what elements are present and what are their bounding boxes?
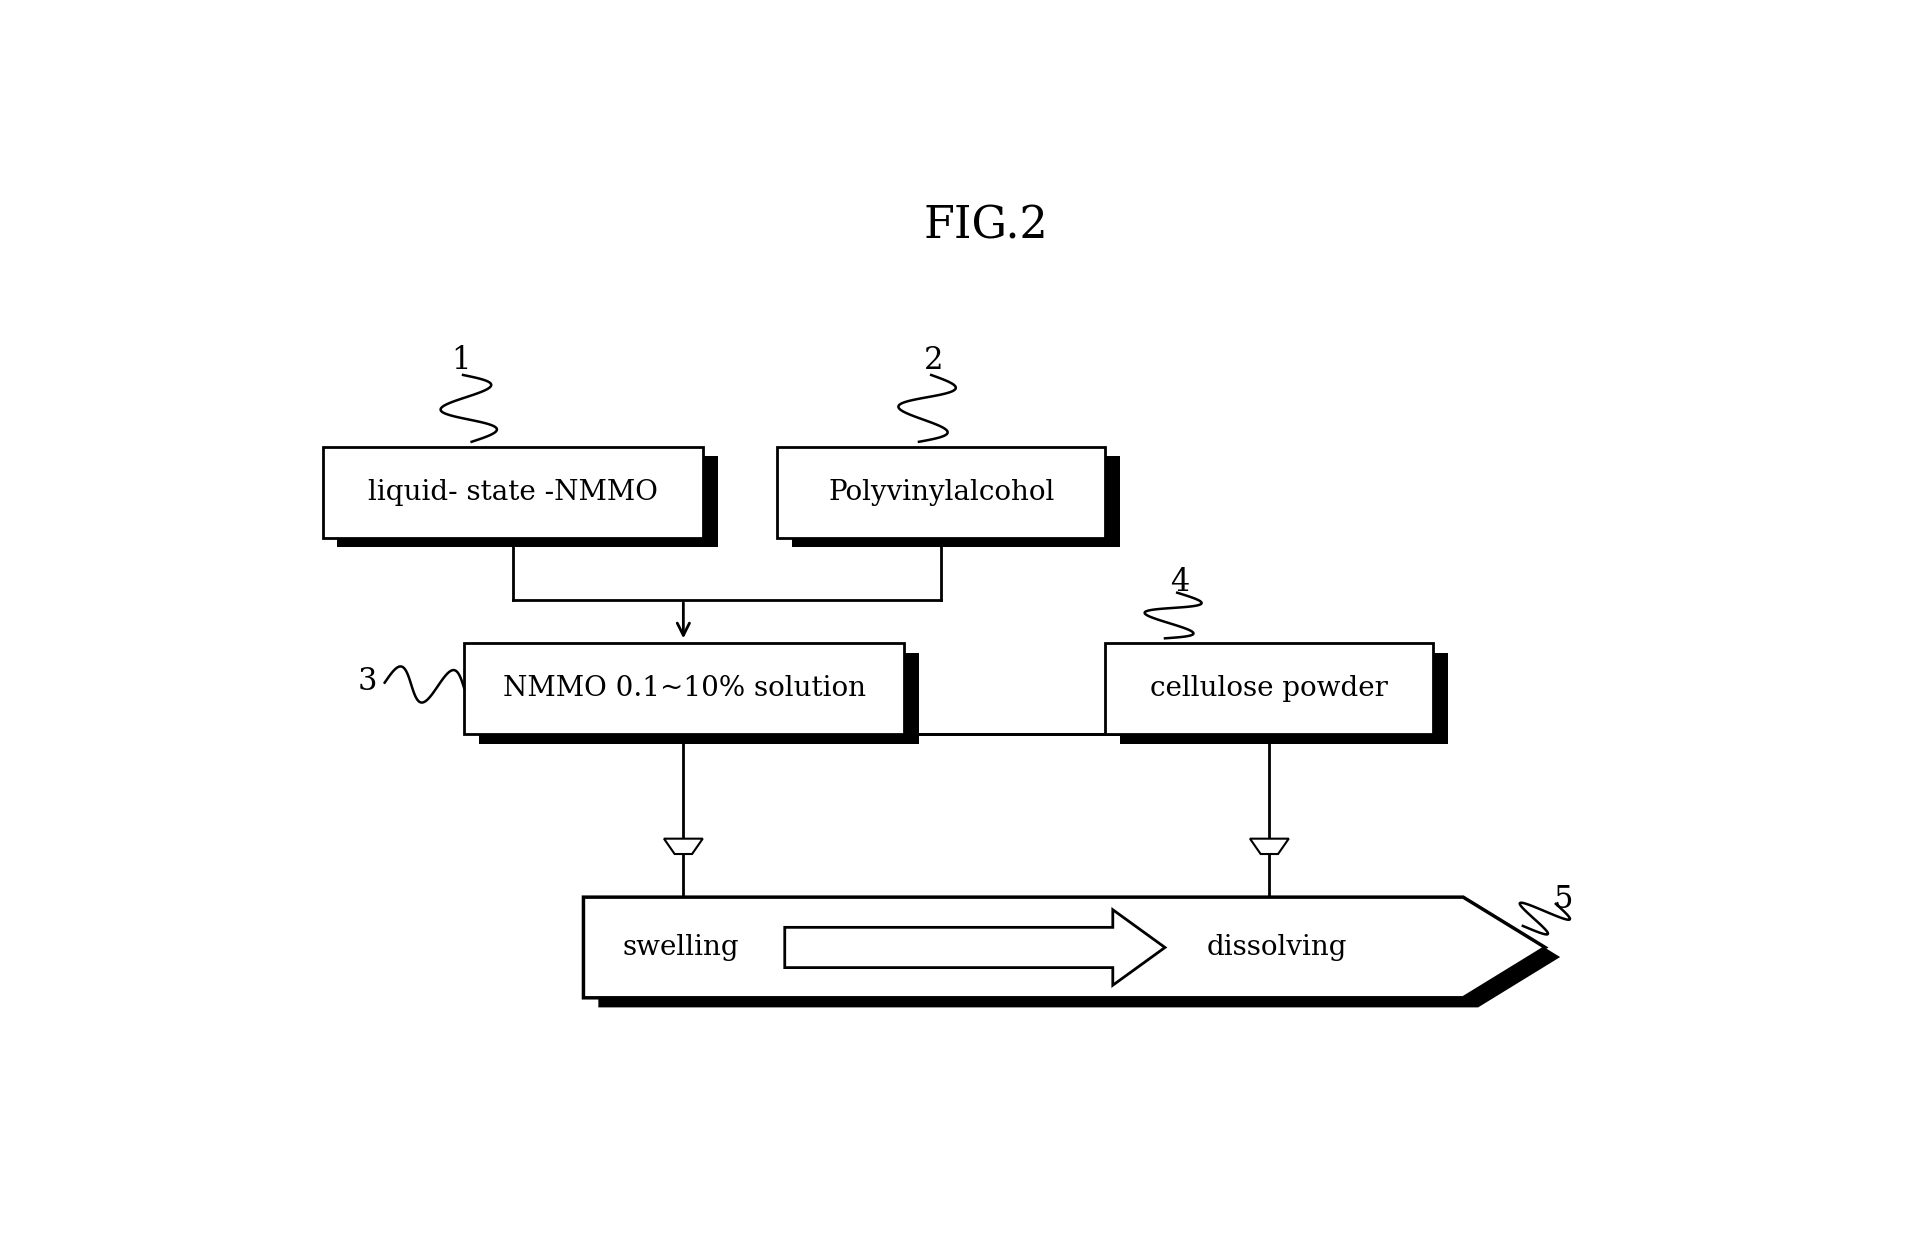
Polygon shape xyxy=(583,898,1544,997)
Text: NMMO 0.1~10% solution: NMMO 0.1~10% solution xyxy=(502,675,865,702)
Polygon shape xyxy=(1250,839,1288,854)
Text: swelling: swelling xyxy=(621,934,738,961)
Text: 1: 1 xyxy=(452,345,471,376)
Polygon shape xyxy=(598,906,1560,1007)
Bar xyxy=(337,456,717,548)
Text: liquid- state -NMMO: liquid- state -NMMO xyxy=(367,478,658,505)
Bar xyxy=(323,447,702,538)
Text: cellulose powder: cellulose powder xyxy=(1150,675,1388,702)
Bar xyxy=(777,447,1104,538)
Text: dissolving: dissolving xyxy=(1206,934,1346,961)
Bar xyxy=(1104,644,1433,735)
Text: Polyvinylalcohol: Polyvinylalcohol xyxy=(827,478,1054,505)
Bar xyxy=(792,456,1119,548)
Polygon shape xyxy=(785,910,1165,985)
Bar xyxy=(1119,652,1448,743)
Text: FIG.2: FIG.2 xyxy=(923,204,1048,248)
Bar xyxy=(479,652,919,743)
Text: 3: 3 xyxy=(358,666,377,697)
Text: 2: 2 xyxy=(923,345,942,376)
Polygon shape xyxy=(663,839,702,854)
Text: 5: 5 xyxy=(1552,884,1571,915)
Bar xyxy=(463,644,904,735)
Text: 4: 4 xyxy=(1169,568,1188,598)
